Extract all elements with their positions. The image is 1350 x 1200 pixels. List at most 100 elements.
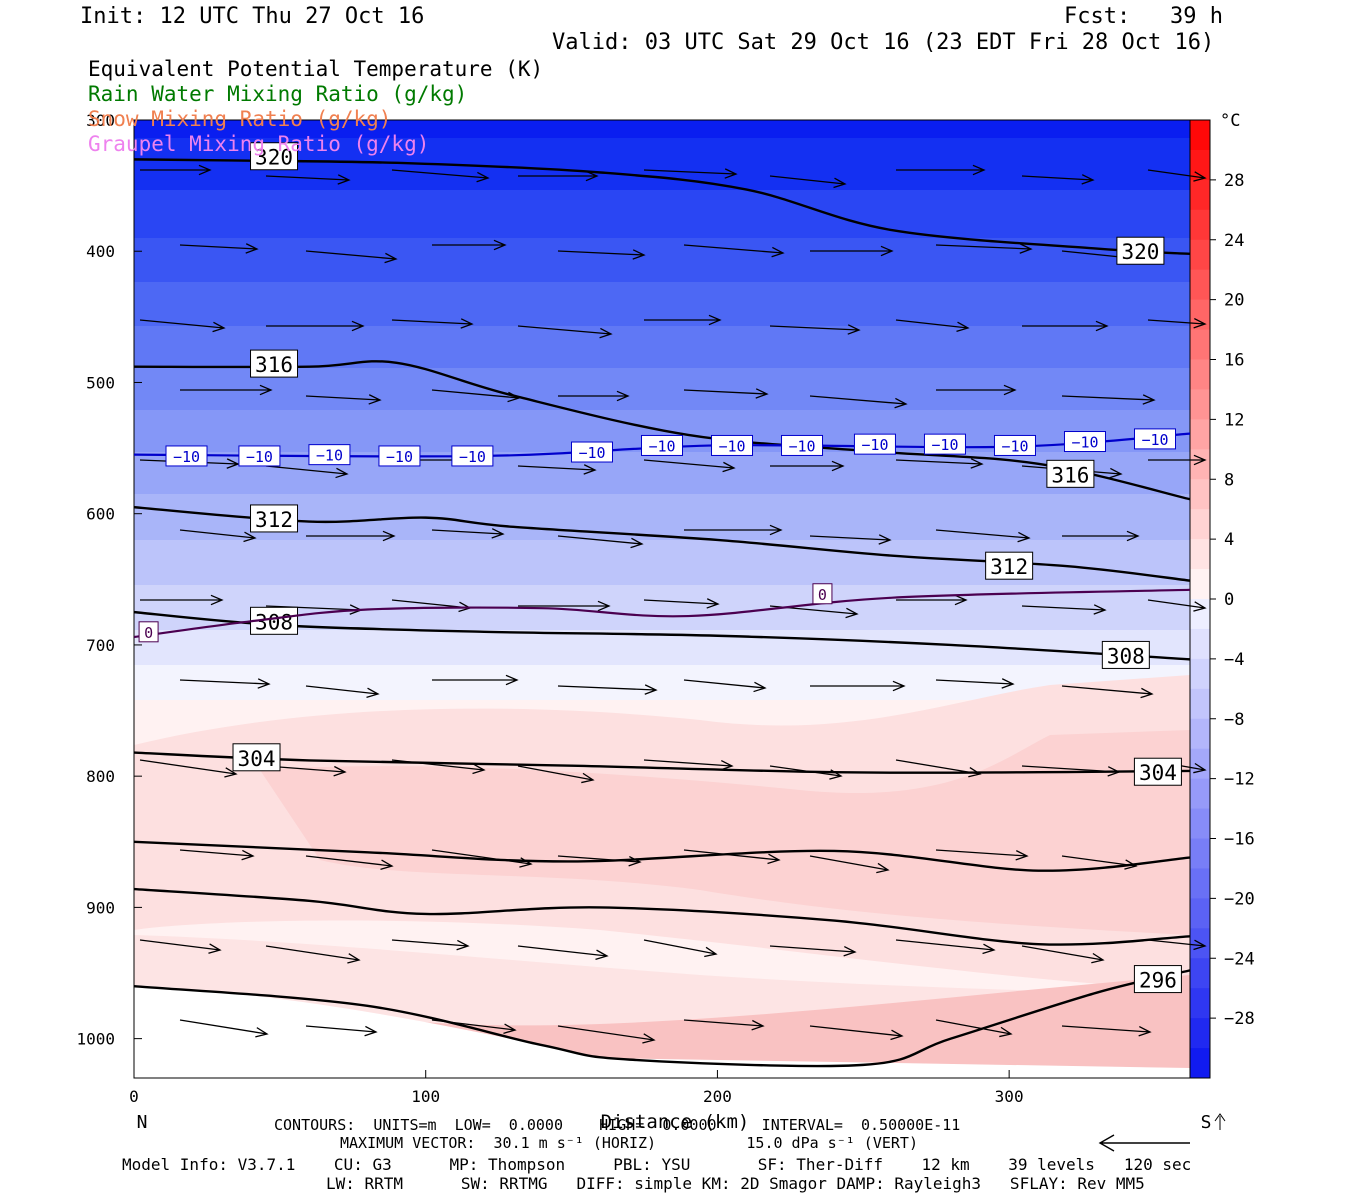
wind-vector-arrow xyxy=(557,684,658,695)
colorbar-segment xyxy=(1190,718,1210,750)
up-arrow-icon xyxy=(1214,1113,1226,1130)
colorbar-segment xyxy=(1190,359,1210,390)
temperature-contour-label: −10 xyxy=(459,448,486,466)
temperature-contour-label: −10 xyxy=(788,437,815,455)
wind-vector-arrow xyxy=(935,678,1015,689)
plot-frame xyxy=(133,119,1191,1079)
wind-vector-arrow xyxy=(895,319,970,333)
wind-vector-arrow xyxy=(517,945,609,961)
wind-vector-arrow xyxy=(1061,855,1138,870)
wind-vector-arrow xyxy=(391,169,490,183)
reference-vector xyxy=(1098,1134,1190,1152)
temperature-contour-label: −10 xyxy=(1001,437,1028,455)
colorbar-tick-label: 8 xyxy=(1224,470,1234,490)
colorbar-segment xyxy=(1190,958,1210,989)
colorbar-segment xyxy=(1190,988,1210,1019)
theta-e-contour-312 xyxy=(133,505,1191,582)
contour-label-box xyxy=(1101,640,1150,669)
wind-vector-arrow xyxy=(896,594,968,606)
wind-vector-arrow xyxy=(518,600,611,612)
colorbar-tick-label: −24 xyxy=(1224,949,1255,969)
y-tick-label: 1000 xyxy=(76,1030,115,1049)
colorbar-tick-label: 4 xyxy=(1224,530,1234,550)
y-tick-label: 400 xyxy=(86,242,115,261)
contour-label-box xyxy=(985,551,1034,580)
theta-e-contour-label: 308 xyxy=(255,610,293,634)
wind-vector-arrow xyxy=(306,530,396,542)
wind-vector-arrow xyxy=(935,243,1033,254)
colorbar-segment xyxy=(1190,120,1210,151)
wind-vector-arrow xyxy=(391,939,470,951)
wind-vector-arrow xyxy=(1061,685,1154,699)
contour-label-box xyxy=(1116,236,1165,265)
wind-vector-arrow xyxy=(179,243,259,254)
temperature-label-box xyxy=(165,445,208,467)
theta-e-contours: 320 320 316 316 312 312 308 308 304 304 296 xyxy=(133,142,1191,1068)
colorbar-tick-label: 16 xyxy=(1224,351,1244,371)
colorbar-tick-label: 12 xyxy=(1224,410,1244,430)
shading-band xyxy=(134,452,1190,494)
colorbar-segment xyxy=(1190,449,1210,480)
colorbar-unit: °C xyxy=(1220,111,1240,131)
shading-band xyxy=(134,138,1190,190)
colorbar-segment xyxy=(1190,808,1210,839)
colorbar-segment xyxy=(1190,479,1210,510)
contour-info: CONTOURS: UNITS=m LOW= 0.0000 HIGH= 0.00… xyxy=(274,1116,961,1134)
shading-band xyxy=(134,326,1190,368)
wind-vector-arrow xyxy=(1147,939,1207,951)
theta-e-contour-298 xyxy=(133,887,1191,946)
wind-vector-arrow xyxy=(643,459,736,473)
legend-graupel: Graupel Mixing Ratio (g/kg) xyxy=(88,132,430,156)
legend-rain-water: Rain Water Mixing Ratio (g/kg) xyxy=(88,82,468,106)
wind-vector-arrow xyxy=(265,465,349,479)
wind-vector-arrow xyxy=(936,384,1017,396)
wind-vector-arrow xyxy=(683,1019,765,1031)
temperature-label-box xyxy=(1133,428,1176,450)
init-time: Init: 12 UTC Thu 27 Oct 16 xyxy=(80,4,425,29)
contour-label-box xyxy=(232,743,281,772)
shading-band xyxy=(134,238,1190,282)
legend-equivalent-potential-temperature: Equivalent Potential Temperature (K) xyxy=(88,57,544,81)
temperature-contour-label: −10 xyxy=(173,448,200,466)
temperature-contour-0 xyxy=(133,588,1191,639)
wind-vector-arrow xyxy=(810,245,894,257)
colorbar: 28 24 20 16 12 8 4 0 −4 −8 −12 −16 −20 −24 −28 °C xyxy=(1189,111,1255,1079)
colorbar-segment xyxy=(1190,179,1210,211)
x-tick-label: 0 xyxy=(129,1087,139,1106)
colorbar-segment xyxy=(1190,299,1210,331)
wind-vector-arrow xyxy=(305,394,382,405)
wind-vector-arrow xyxy=(391,318,474,329)
wind-vector-arrow xyxy=(1021,945,1105,964)
wind-vector-arrow xyxy=(179,678,271,689)
wind-vector-arrow xyxy=(1061,394,1156,405)
colorbar-segment xyxy=(1190,658,1210,690)
wind-vector-arrow xyxy=(432,239,507,251)
colorbar-tick-label: −4 xyxy=(1224,650,1244,670)
temperature-label-box xyxy=(570,441,613,463)
temperature-label-box xyxy=(812,583,833,605)
theta-e-contour-label: 312 xyxy=(255,508,293,532)
wind-vector-arrow xyxy=(557,1025,656,1044)
contour-label-box xyxy=(1133,965,1182,994)
temperature-contour-label: −10 xyxy=(931,436,958,454)
wind-vector-arrow xyxy=(305,685,380,699)
temperature-label-box xyxy=(923,433,966,455)
x-tick-label: 300 xyxy=(995,1087,1024,1106)
colorbar-segment xyxy=(1190,419,1210,450)
x-axis-label: Distance (km) xyxy=(601,1111,750,1133)
theta-e-contour-label: 308 xyxy=(1107,644,1145,668)
theta-e-contour-316 xyxy=(133,360,1191,501)
temperature-contours: −10 −10 −10 −10 −10 −10 −10 −10 −10 −10 −10 −10 −10 −… xyxy=(133,428,1191,643)
wind-vector-arrow xyxy=(558,390,630,402)
temperature-label-box xyxy=(853,433,896,455)
shading-background xyxy=(134,120,1190,1078)
valid-time: Valid: 03 UTC Sat 29 Oct 16 (23 EDT Fri … xyxy=(552,30,1215,55)
wind-vector-arrow xyxy=(179,529,257,543)
theta-e-contour-label: 316 xyxy=(255,353,293,377)
y-tick-label: 800 xyxy=(86,767,115,786)
wind-vector-arrow xyxy=(644,314,722,326)
temperature-label-box xyxy=(378,445,421,467)
colorbar-segment xyxy=(1190,688,1210,720)
wind-vector-arrow xyxy=(517,325,613,339)
colorbar-segment xyxy=(1190,778,1210,810)
